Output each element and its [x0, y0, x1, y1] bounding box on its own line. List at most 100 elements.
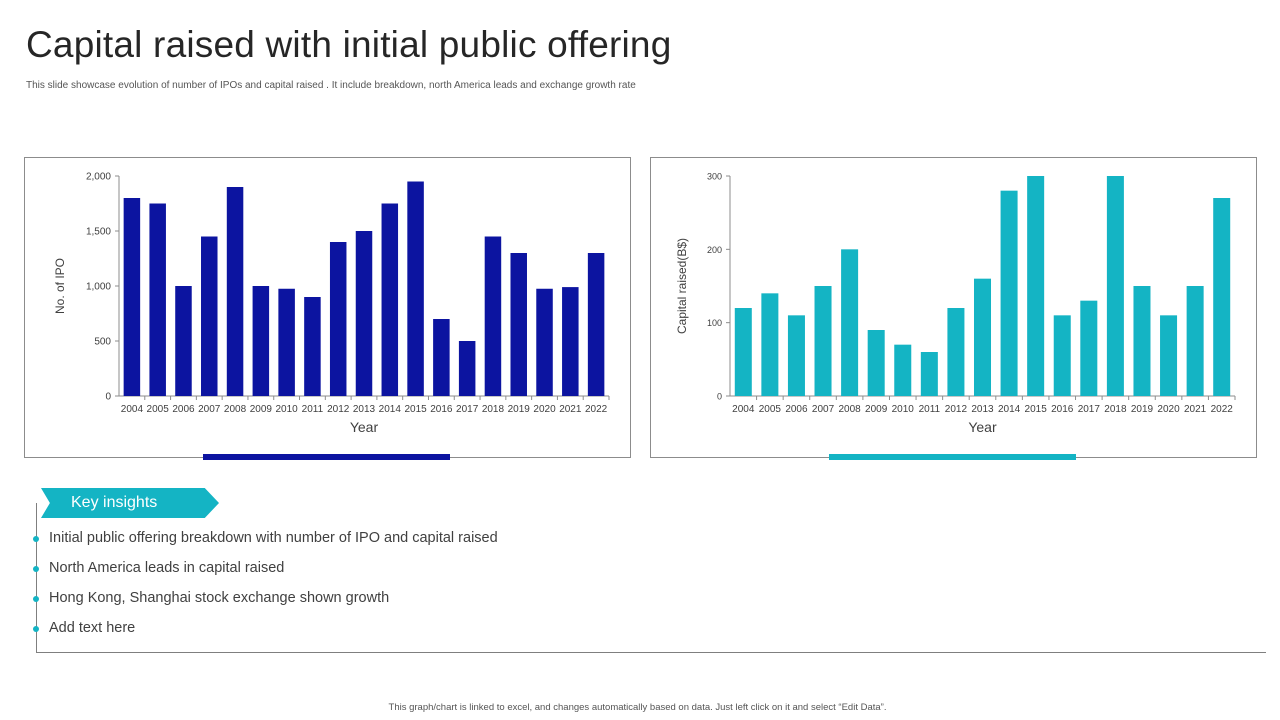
- bar-2021: [1186, 286, 1204, 396]
- bar-2020: [1160, 315, 1178, 396]
- x-tick-label: 2015: [1025, 404, 1048, 415]
- bar-2012: [329, 242, 347, 396]
- x-tick-label: 2016: [1051, 404, 1074, 415]
- y-axis-title: No. of IPO: [53, 258, 67, 314]
- y-tick-label: 200: [707, 245, 722, 255]
- x-tick-label: 2019: [1131, 404, 1154, 415]
- bar-2004: [734, 308, 752, 396]
- insight-bullet-dot: [33, 536, 39, 542]
- x-tick-label: 2004: [732, 404, 755, 415]
- x-tick-label: 2009: [250, 404, 273, 415]
- x-tick-label: 2005: [759, 404, 782, 415]
- y-axis-title: Capital raised(B$): [675, 238, 689, 334]
- capital-raised-accent-bar: [829, 454, 1076, 460]
- bar-2016: [433, 319, 450, 396]
- x-tick-label: 2020: [1157, 404, 1180, 415]
- bar-2014: [381, 203, 399, 396]
- x-tick-label: 2008: [224, 404, 247, 415]
- bar-2019: [510, 253, 527, 396]
- bar-2004: [123, 198, 141, 396]
- x-tick-label: 2017: [456, 404, 479, 415]
- bar-2009: [252, 286, 270, 396]
- x-tick-label: 2012: [327, 404, 350, 415]
- x-tick-label: 2010: [276, 404, 299, 415]
- page-subtitle: This slide showcase evolution of number …: [26, 80, 636, 91]
- bar-2011: [304, 297, 321, 396]
- bar-2021: [562, 287, 579, 396]
- capital-raised-chart-panel[interactable]: 0 100 200 300 2004 2005 2006 2007 2008 2009 2010 20…: [650, 157, 1257, 458]
- bar-2017: [458, 341, 476, 396]
- y-tick-label: 0: [717, 392, 722, 402]
- x-tick-label: 2016: [430, 404, 453, 415]
- ipo-count-chart-panel[interactable]: 0 500 1,000 1,500 2,000 2004 2005 2006 2007 2008 2…: [24, 157, 631, 458]
- bar-2007: [201, 236, 218, 396]
- insights-frame: [36, 503, 1266, 653]
- bar-2012: [947, 308, 965, 396]
- x-tick-label: 2013: [353, 404, 376, 415]
- bar-2015: [407, 181, 424, 396]
- insight-item-3: Hong Kong, Shanghai stock exchange shown…: [49, 590, 390, 606]
- x-tick-label: 2013: [971, 404, 994, 415]
- bar-2010: [894, 344, 912, 396]
- x-tick-label: 2011: [919, 404, 941, 415]
- insight-bullet-dot: [33, 566, 39, 572]
- x-tick-label: 2022: [1211, 404, 1234, 415]
- bar-2008: [226, 187, 244, 396]
- bar-2005: [149, 203, 166, 396]
- x-tick-label: 2021: [559, 404, 582, 415]
- insight-bullet-dot: [33, 596, 39, 602]
- x-tick-label: 2014: [998, 404, 1021, 415]
- bar-2007: [814, 286, 832, 396]
- x-tick-label: 2007: [198, 404, 221, 415]
- x-tick-label: 2022: [585, 404, 608, 415]
- bar-2013: [973, 278, 992, 396]
- bar-2022: [1213, 198, 1231, 396]
- bar-2008: [841, 249, 859, 396]
- x-tick-label: 2015: [404, 404, 427, 415]
- bar-2011: [920, 352, 938, 396]
- x-tick-label: 2004: [121, 404, 144, 415]
- y-tick-label: 1,000: [86, 282, 111, 293]
- bar-2005: [761, 293, 779, 396]
- ipo-count-accent-bar: [203, 454, 450, 460]
- insight-bullet-dot: [33, 626, 39, 632]
- x-tick-label: 2018: [1104, 404, 1127, 415]
- x-axis-title: Year: [968, 419, 997, 435]
- x-tick-label: 2017: [1078, 404, 1101, 415]
- bar-2022: [587, 253, 605, 396]
- bar-2015: [1027, 176, 1045, 396]
- bar-2006: [787, 315, 805, 396]
- bar-2013: [355, 231, 373, 396]
- bar-2016: [1053, 315, 1071, 396]
- x-tick-label: 2010: [892, 404, 915, 415]
- x-tick-label: 2018: [482, 404, 505, 415]
- x-tick-label: 2012: [945, 404, 968, 415]
- y-tick-label: 100: [707, 318, 722, 328]
- x-tick-label: 2006: [785, 404, 808, 415]
- bar-2010: [278, 288, 295, 396]
- insight-item-1: Initial public offering breakdown with n…: [49, 530, 498, 546]
- y-tick-label: 2,000: [86, 172, 111, 183]
- x-tick-label: 2021: [1184, 404, 1207, 415]
- bar-2020: [536, 288, 553, 396]
- x-tick-label: 2007: [812, 404, 835, 415]
- y-tick-label: 300: [707, 172, 722, 182]
- bar-2018: [1106, 176, 1124, 396]
- bar-2014: [1000, 190, 1018, 396]
- x-axis-title: Year: [350, 419, 379, 435]
- page-title: Capital raised with initial public offer…: [26, 24, 672, 65]
- x-tick-label: 2011: [302, 404, 324, 415]
- footer-note: This graph/chart is linked to excel, and…: [388, 702, 887, 713]
- y-tick-label: 1,500: [86, 227, 111, 238]
- x-tick-label: 2006: [172, 404, 195, 415]
- x-tick-label: 2009: [865, 404, 888, 415]
- bar-2018: [484, 236, 502, 396]
- x-tick-label: 2020: [533, 404, 556, 415]
- y-tick-label: 500: [94, 337, 111, 348]
- insight-item-4[interactable]: Add text here: [49, 620, 136, 636]
- x-tick-label: 2008: [838, 404, 861, 415]
- x-tick-label: 2014: [379, 404, 402, 415]
- x-tick-label: 2005: [147, 404, 170, 415]
